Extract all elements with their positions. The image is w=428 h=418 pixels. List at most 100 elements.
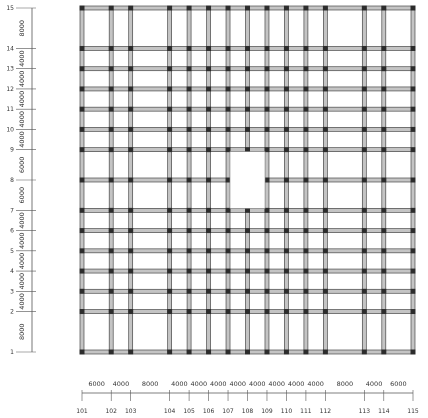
column-115-1 [410,349,416,355]
beam-h-4-110 [286,268,307,274]
beam-h-11-107 [227,106,248,112]
column-113-15 [361,5,367,11]
column-103-15 [128,5,134,11]
column-105-2 [186,309,192,315]
beam-h-1-111 [305,349,326,355]
column-110-2 [283,309,289,315]
column-107-5 [225,248,231,254]
column-106-1 [206,349,212,355]
beam-v-104-6 [167,210,172,231]
beam-h-13-108 [247,66,268,72]
beam-h-14-103 [130,46,170,51]
beam-v-104-9 [167,129,172,150]
beam-h-3-105 [188,288,209,294]
beam-h-15-111 [305,5,326,11]
beam-v-113-12 [361,68,367,90]
column-113-1 [361,349,367,355]
column-109-9 [264,147,270,153]
beam-v-111-5 [303,230,309,252]
column-112-11 [322,106,328,112]
column-108-13 [245,66,250,72]
column-115-14 [410,45,416,51]
beam-h-6-110 [286,228,307,233]
column-101-9 [79,147,85,153]
beam-v-106-13 [206,48,211,70]
beam-v-109-1 [264,311,270,353]
column-102-6 [108,228,114,234]
beam-v-107-14 [225,7,231,49]
column-103-14 [128,45,134,51]
beam-h-14-104 [169,46,190,51]
beam-h-4-113 [363,268,385,274]
column-115-6 [410,228,416,234]
column-108-1 [245,349,250,355]
column-109-3 [264,288,270,294]
y-spacing-label: 4000 [18,232,26,249]
column-106-11 [206,106,212,112]
beam-v-112-7 [323,179,328,211]
column-112-3 [322,288,328,294]
column-110-15 [283,5,289,11]
beam-v-109-3 [264,270,270,292]
beam-v-111-1 [303,311,309,353]
column-112-10 [322,126,328,132]
beam-h-2-108 [247,309,268,314]
column-114-9 [381,147,387,153]
beam-v-108-4 [245,250,250,272]
column-106-12 [206,86,212,92]
beam-v-110-11 [284,88,289,110]
beam-v-107-3 [225,270,231,292]
y-axis-label: 6 [10,228,14,235]
beam-h-8-110 [286,177,307,183]
beam-v-103-5 [128,230,134,252]
column-103-1 [128,349,134,355]
beam-h-14-105 [188,46,209,51]
beam-h-12-109 [266,86,287,92]
beam-h-12-104 [169,86,190,92]
x-spacing-label: 4000 [191,380,208,388]
column-114-6 [381,228,387,234]
column-106-5 [206,248,212,254]
y-spacing-label: 4000 [18,111,26,128]
beam-h-1-106 [208,349,229,355]
beam-v-114-11 [381,88,387,110]
beam-h-11-110 [286,106,307,112]
column-113-5 [361,248,367,254]
beam-h-8-104 [169,177,190,183]
beam-v-110-6 [284,210,289,231]
y-spacing-label: 4000 [18,253,26,270]
y-axis-label: 12 [6,86,14,93]
beam-v-105-9 [186,129,192,150]
beam-h-1-109 [266,349,287,355]
beam-h-2-106 [208,309,229,314]
beam-v-108-10 [245,108,250,130]
column-111-8 [303,177,309,183]
beam-h-8-106 [208,177,229,183]
beam-h-14-102 [110,46,132,51]
column-101-11 [79,106,85,112]
beam-v-114-6 [381,210,387,231]
beam-h-11-108 [247,106,268,112]
beam-h-1-101 [81,349,112,355]
beam-v-114-1 [381,311,387,353]
column-106-13 [206,66,212,72]
beam-v-103-13 [128,48,134,70]
beam-h-9-103 [130,147,170,152]
beam-h-6-113 [363,228,385,233]
column-101-3 [79,288,85,294]
column-106-4 [206,268,212,274]
beam-v-109-11 [264,88,270,110]
beam-h-7-104 [169,208,190,213]
beam-h-6-108 [247,228,268,233]
beam-h-13-114 [383,66,414,72]
column-107-15 [225,5,231,11]
column-104-14 [167,45,173,51]
beam-v-107-8 [225,149,231,181]
column-105-10 [186,126,192,132]
column-107-2 [225,309,231,315]
column-108-9 [245,147,250,153]
column-109-13 [264,66,270,72]
beam-h-10-111 [305,127,326,132]
beam-h-3-104 [169,288,190,294]
column-103-6 [128,228,134,234]
